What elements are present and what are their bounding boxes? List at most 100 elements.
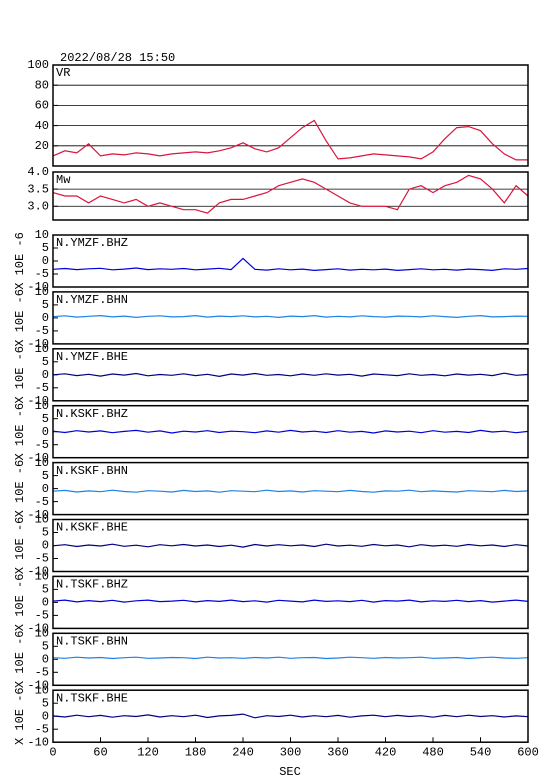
y-axis-label: X 10E -6 bbox=[13, 346, 27, 404]
x-tick-label: 600 bbox=[517, 745, 539, 759]
y-tick-label: -5 bbox=[35, 324, 49, 338]
y-tick-label: 3.0 bbox=[27, 199, 49, 213]
y-tick-label: 5 bbox=[42, 412, 49, 426]
x-tick-label: 480 bbox=[422, 745, 444, 759]
data-line bbox=[52, 372, 529, 378]
y-tick-label: 10 bbox=[35, 570, 49, 584]
y-axis-label: X 10E -6 bbox=[13, 289, 27, 347]
panel-frame bbox=[52, 518, 529, 573]
y-tick-label: 20 bbox=[35, 139, 49, 153]
y-axis-label: X 10E -6 bbox=[13, 574, 27, 632]
panel-label: N.YMZF.BHZ bbox=[56, 236, 128, 250]
panel-frame bbox=[52, 171, 529, 221]
y-tick-label: 0 bbox=[42, 254, 49, 268]
data-line bbox=[52, 489, 529, 493]
y-tick-label: 5 bbox=[42, 526, 49, 540]
y-tick-label: -5 bbox=[35, 609, 49, 623]
y-tick-label: 0 bbox=[42, 368, 49, 382]
y-tick-label: -10 bbox=[27, 451, 49, 465]
y-axis-label: X 10E -6 bbox=[13, 232, 27, 290]
y-tick-label: 3.5 bbox=[27, 182, 49, 196]
panel-label: Mw bbox=[56, 173, 71, 187]
y-tick-label: 0 bbox=[42, 539, 49, 553]
data-line bbox=[52, 599, 529, 603]
y-tick-label: 10 bbox=[35, 399, 49, 413]
x-tick-label: 180 bbox=[185, 745, 207, 759]
y-tick-label: 5 bbox=[42, 241, 49, 255]
y-tick-label: -5 bbox=[35, 495, 49, 509]
panel-label: N.TSKF.BHN bbox=[56, 634, 128, 648]
y-tick-label: 10 bbox=[35, 285, 49, 299]
y-tick-label: -5 bbox=[35, 552, 49, 566]
y-tick-label: -10 bbox=[27, 622, 49, 636]
y-tick-label: 10 bbox=[35, 683, 49, 697]
panel-frame bbox=[52, 404, 529, 459]
y-axis-label: X 10E -6 bbox=[13, 460, 27, 518]
panel-frame bbox=[52, 461, 529, 516]
y-axis-label: X 10E -6 bbox=[13, 517, 27, 575]
x-tick-label: 60 bbox=[93, 745, 107, 759]
panel-frame bbox=[52, 234, 529, 288]
panel-frame bbox=[52, 64, 529, 167]
y-tick-label: 5 bbox=[42, 355, 49, 369]
y-tick-label: -10 bbox=[27, 394, 49, 408]
y-tick-label: 60 bbox=[35, 99, 49, 113]
x-tick-label: 240 bbox=[232, 745, 254, 759]
y-tick-label: 5 bbox=[42, 583, 49, 597]
chart-title: 2022/08/28 15:50 bbox=[60, 51, 175, 65]
y-tick-label: 0 bbox=[42, 596, 49, 610]
y-tick-label: 10 bbox=[35, 342, 49, 356]
y-tick-label: -5 bbox=[35, 665, 49, 679]
x-tick-label: 360 bbox=[327, 745, 349, 759]
y-tick-label: 0 bbox=[42, 311, 49, 325]
y-tick-label: 80 bbox=[35, 78, 49, 92]
y-tick-label: 5 bbox=[42, 696, 49, 710]
y-axis-label: X 10E -6 bbox=[13, 403, 27, 461]
y-tick-label: -10 bbox=[27, 337, 49, 351]
y-tick-label: 10 bbox=[35, 626, 49, 640]
data-line bbox=[52, 257, 529, 272]
panel-label: N.KSKF.BHZ bbox=[56, 407, 128, 421]
panel-label: N.YMZF.BHN bbox=[56, 293, 128, 307]
y-tick-label: 10 bbox=[35, 456, 49, 470]
y-axis-label: X 10E -6 bbox=[13, 687, 27, 745]
y-tick-label: 0 bbox=[42, 709, 49, 723]
x-tick-label: 300 bbox=[280, 745, 302, 759]
x-axis-label: SEC bbox=[279, 765, 301, 779]
y-tick-label: -10 bbox=[27, 735, 49, 749]
y-tick-label: -5 bbox=[35, 381, 49, 395]
data-line bbox=[52, 543, 529, 548]
panel-label: N.KSKF.BHN bbox=[56, 464, 128, 478]
panel-frame bbox=[52, 632, 529, 687]
data-line bbox=[52, 174, 529, 214]
x-tick-label: 540 bbox=[470, 745, 492, 759]
x-tick-label: 420 bbox=[375, 745, 397, 759]
panel-label: N.YMZF.BHE bbox=[56, 350, 128, 364]
y-tick-label: 0 bbox=[42, 425, 49, 439]
x-tick-label: 0 bbox=[49, 745, 56, 759]
y-tick-label: 5 bbox=[42, 469, 49, 483]
y-tick-label: -10 bbox=[27, 565, 49, 579]
data-line bbox=[52, 713, 529, 719]
x-tick-label: 120 bbox=[137, 745, 159, 759]
y-tick-label: 10 bbox=[35, 228, 49, 242]
y-tick-label: 40 bbox=[35, 119, 49, 133]
data-line bbox=[52, 656, 529, 660]
y-tick-label: 0 bbox=[42, 482, 49, 496]
y-tick-label: 0 bbox=[42, 652, 49, 666]
data-line bbox=[52, 314, 529, 319]
panel-frame bbox=[52, 291, 529, 345]
y-tick-label: 100 bbox=[27, 58, 49, 72]
panel-frame bbox=[52, 575, 529, 630]
y-tick-label: -10 bbox=[27, 678, 49, 692]
y-tick-label: -10 bbox=[27, 508, 49, 522]
panel-label: N.TSKF.BHZ bbox=[56, 578, 128, 592]
y-tick-label: -5 bbox=[35, 267, 49, 281]
y-tick-label: -10 bbox=[27, 280, 49, 294]
data-line bbox=[52, 429, 529, 434]
panel-label: N.KSKF.BHE bbox=[56, 521, 128, 535]
y-tick-label: -5 bbox=[35, 722, 49, 736]
panel-label: VR bbox=[56, 66, 70, 80]
